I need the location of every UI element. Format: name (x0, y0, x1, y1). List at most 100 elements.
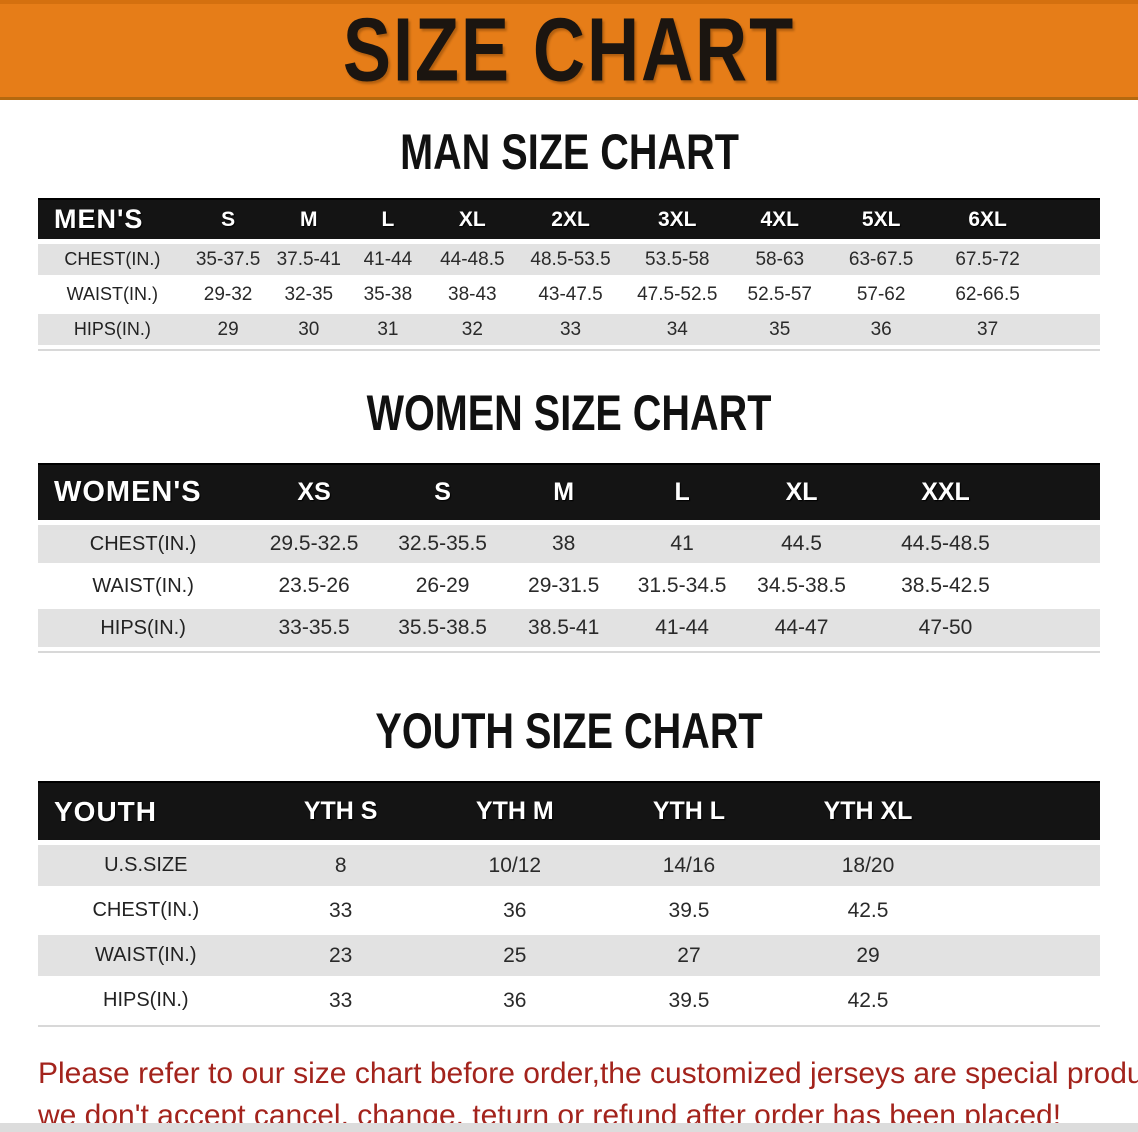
size-header-cell: YTH XL (776, 781, 1100, 845)
value-cell: 44.5 (742, 525, 862, 567)
value-cell: 53.5-58 (624, 244, 731, 279)
size-header-cell: L (622, 463, 743, 525)
value-cell: 23.5-26 (248, 567, 380, 609)
value-cell: 44-47 (742, 609, 862, 651)
size-table-wrap-youth: YOUTH YTH S YTH M YTH L YTH XL U.S.SIZE 8 10/12… (38, 781, 1100, 1027)
value-cell: 35-37.5 (186, 244, 270, 279)
value-cell: 44-48.5 (427, 244, 517, 279)
row-label: WAIST(IN.) (38, 567, 249, 609)
size-table-mens: MEN'S S M L XL 2XL 3XL 4XL 5XL 6XL CHEST(IN.) 35-37… (38, 198, 1100, 349)
size-header-cell: YTH S (253, 781, 428, 845)
row-label: U.S.SIZE (38, 845, 254, 890)
value-cell: 33 (253, 890, 428, 935)
value-cell: 62-66.5 (933, 279, 1100, 314)
value-cell: 29-31.5 (505, 567, 623, 609)
section-heading-mens: MAN SIZE CHART (0, 122, 1138, 180)
value-cell: 26-29 (379, 567, 506, 609)
bottom-strip (0, 1123, 1138, 1132)
value-cell: 41-44 (622, 609, 743, 651)
size-chart-sections: MAN SIZE CHART MEN'S S M L XL 2XL 3XL 4XL 5XL 6XL C… (0, 122, 1138, 1027)
value-cell: 41 (622, 525, 743, 567)
table-row: HIPS(IN.) 29 30 31 32 33 34 35 36 37 (38, 314, 1100, 349)
value-cell: 23 (253, 935, 428, 980)
table-row: HIPS(IN.) 33-35.5 35.5-38.5 38.5-41 41-44 44-… (38, 609, 1100, 651)
value-cell: 29-32 (186, 279, 270, 314)
value-cell: 29 (186, 314, 270, 349)
value-cell: 31.5-34.5 (622, 567, 743, 609)
value-cell: 42.5 (776, 980, 1100, 1025)
size-table-wrap-mens: MEN'S S M L XL 2XL 3XL 4XL 5XL 6XL CHEST(IN.) 35-37… (38, 198, 1100, 351)
value-cell: 29 (776, 935, 1100, 980)
value-cell: 63-67.5 (829, 244, 934, 279)
value-cell: 33 (516, 314, 625, 349)
table-header-row: WOMEN'S XS S M L XL XXL (38, 463, 1100, 525)
table-header-row: MEN'S S M L XL 2XL 3XL 4XL 5XL 6XL (38, 198, 1100, 244)
value-cell: 36 (829, 314, 934, 349)
value-cell: 48.5-53.5 (516, 244, 625, 279)
row-label: WAIST(IN.) (38, 935, 254, 980)
table-name-cell: WOMEN'S (38, 463, 249, 525)
value-cell: 32 (427, 314, 517, 349)
value-cell: 43-47.5 (516, 279, 625, 314)
size-header-cell: 4XL (730, 198, 830, 244)
size-header-cell: XL (742, 463, 862, 525)
value-cell: 33-35.5 (248, 609, 380, 651)
table-row: HIPS(IN.) 33 36 39.5 42.5 (38, 980, 1100, 1025)
row-label: CHEST(IN.) (38, 890, 254, 935)
value-cell: 35.5-38.5 (379, 609, 506, 651)
row-label: HIPS(IN.) (38, 314, 187, 349)
value-cell: 18/20 (776, 845, 1100, 890)
table-name-cell: YOUTH (38, 781, 254, 845)
size-table-wrap-womens: WOMEN'S XS S M L XL XXL CHEST(IN.) 29.5-32.5 32.5… (38, 463, 1100, 653)
size-table-youth: YOUTH YTH S YTH M YTH L YTH XL U.S.SIZE 8 10/12… (38, 781, 1100, 1025)
size-header-cell: 6XL (933, 198, 1100, 244)
table-row: WAIST(IN.) 29-32 32-35 35-38 38-43 43-47.5 47.… (38, 279, 1100, 314)
table-name-cell: MEN'S (38, 198, 187, 244)
banner-title: SIZE CHART (342, 0, 796, 101)
size-header-cell: S (379, 463, 506, 525)
value-cell: 25 (427, 935, 602, 980)
size-header-cell: L (348, 198, 428, 244)
size-header-cell: XS (248, 463, 380, 525)
value-cell: 38.5-41 (505, 609, 623, 651)
value-cell: 32.5-35.5 (379, 525, 506, 567)
value-cell: 31 (348, 314, 428, 349)
value-cell: 58-63 (730, 244, 830, 279)
row-label: WAIST(IN.) (38, 279, 187, 314)
disclaimer-line-1: Please refer to our size chart before or… (38, 1057, 1138, 1090)
table-row: CHEST(IN.) 29.5-32.5 32.5-35.5 38 41 44.5 44.5… (38, 525, 1100, 567)
value-cell: 8 (253, 845, 428, 890)
value-cell: 29.5-32.5 (248, 525, 380, 567)
value-cell: 47.5-52.5 (624, 279, 731, 314)
value-cell: 38-43 (427, 279, 517, 314)
value-cell: 47-50 (861, 609, 1100, 651)
disclaimer: Please refer to our size chart before or… (38, 1053, 1138, 1132)
section-heading-womens: WOMEN SIZE CHART (0, 383, 1138, 441)
row-label: HIPS(IN.) (38, 609, 249, 651)
value-cell: 39.5 (601, 890, 777, 935)
section-heading-text: MAN SIZE CHART (399, 122, 739, 180)
value-cell: 30 (269, 314, 349, 349)
value-cell: 38 (505, 525, 623, 567)
size-header-cell: YTH L (601, 781, 777, 845)
section-heading-text: WOMEN SIZE CHART (366, 383, 772, 441)
size-header-cell: S (186, 198, 270, 244)
value-cell: 27 (601, 935, 777, 980)
table-row: CHEST(IN.) 33 36 39.5 42.5 (38, 890, 1100, 935)
value-cell: 36 (427, 980, 602, 1025)
row-label: CHEST(IN.) (38, 244, 187, 279)
value-cell: 34.5-38.5 (742, 567, 862, 609)
value-cell: 57-62 (829, 279, 934, 314)
value-cell: 38.5-42.5 (861, 567, 1100, 609)
value-cell: 41-44 (348, 244, 428, 279)
table-row: WAIST(IN.) 23.5-26 26-29 29-31.5 31.5-34.5 34… (38, 567, 1100, 609)
size-header-cell: 2XL (516, 198, 625, 244)
value-cell: 14/16 (601, 845, 777, 890)
size-header-cell: XL (427, 198, 517, 244)
value-cell: 35-38 (348, 279, 428, 314)
table-row: WAIST(IN.) 23 25 27 29 (38, 935, 1100, 980)
size-header-cell: 3XL (624, 198, 731, 244)
section-heading-text: YOUTH SIZE CHART (375, 701, 763, 759)
value-cell: 67.5-72 (933, 244, 1100, 279)
value-cell: 37 (933, 314, 1100, 349)
